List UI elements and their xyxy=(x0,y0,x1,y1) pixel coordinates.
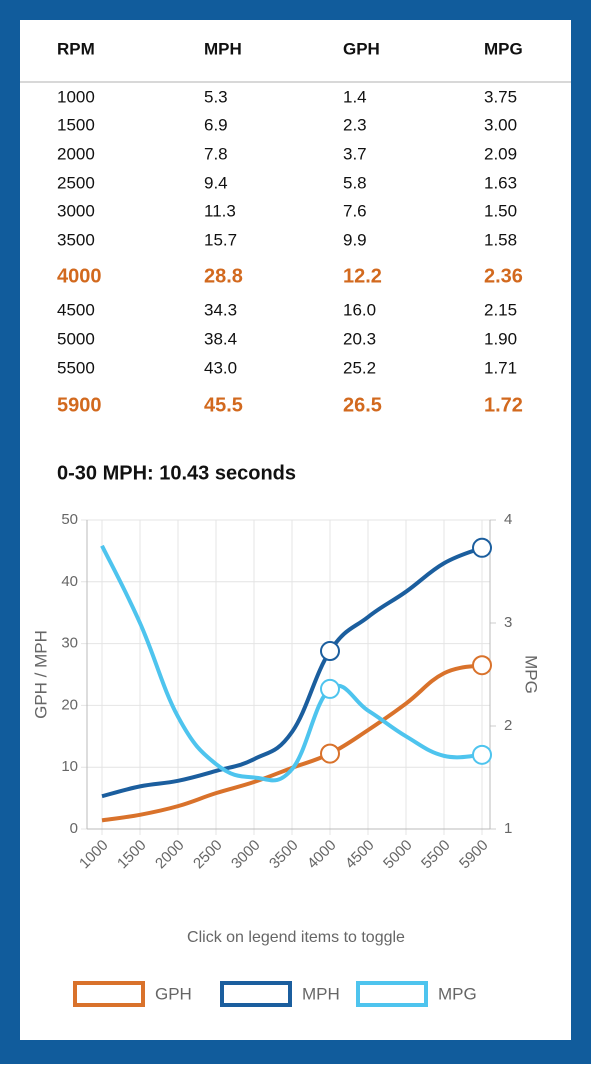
legend-label[interactable]: MPH xyxy=(302,984,340,1003)
table-cell: 9.4 xyxy=(204,173,228,192)
table-cell: 3.75 xyxy=(484,87,517,106)
chart-title: 0-30 MPH: 10.43 seconds xyxy=(57,462,296,484)
y-tick-label: 0 xyxy=(70,820,78,837)
table-cell: 2.3 xyxy=(343,115,367,134)
column-header: MPH xyxy=(204,39,242,58)
y2-tick-label: 2 xyxy=(504,717,512,734)
legend-label[interactable]: MPG xyxy=(438,984,477,1003)
table-cell: 20.3 xyxy=(343,329,376,348)
y-tick-label: 20 xyxy=(61,696,78,713)
table-cell: 43.0 xyxy=(204,358,237,377)
table-cell: 7.6 xyxy=(343,201,367,220)
y-tick-label: 40 xyxy=(61,573,78,590)
table-cell: 1.72 xyxy=(484,394,523,416)
highlight-point xyxy=(472,655,492,676)
table-cell: 12.2 xyxy=(343,265,382,287)
table-cell: 1000 xyxy=(57,87,95,106)
table-cell: 25.2 xyxy=(343,358,376,377)
table-cell: 2.09 xyxy=(484,144,517,163)
y-tick-label: 50 xyxy=(61,511,78,528)
table-cell: 2500 xyxy=(57,173,95,192)
table-cell: 38.4 xyxy=(204,329,237,348)
table-cell: 1.58 xyxy=(484,230,517,249)
table-cell: 3500 xyxy=(57,230,95,249)
legend-swatch[interactable] xyxy=(73,981,145,1007)
panel xyxy=(20,20,571,1040)
y2-tick-label: 3 xyxy=(504,614,512,631)
table-cell: 3.7 xyxy=(343,144,367,163)
legend-swatch[interactable] xyxy=(356,981,428,1007)
table-cell: 1.90 xyxy=(484,329,517,348)
highlight-point xyxy=(472,537,492,558)
table-cell: 1.71 xyxy=(484,358,517,377)
column-header: GPH xyxy=(343,39,380,58)
table-cell: 1.4 xyxy=(343,87,367,106)
y2-tick-label: 4 xyxy=(504,511,512,528)
table-cell: 9.9 xyxy=(343,230,367,249)
legend-note: Click on legend items to toggle xyxy=(187,929,405,946)
y-tick-label: 10 xyxy=(61,758,78,775)
table-cell: 7.8 xyxy=(204,144,228,163)
table-cell: 3.00 xyxy=(484,115,517,134)
table-cell: 3000 xyxy=(57,201,95,220)
highlight-point xyxy=(472,744,492,765)
y-tick-label: 30 xyxy=(61,635,78,652)
table-cell: 1.63 xyxy=(484,173,517,192)
legend-label[interactable]: GPH xyxy=(155,984,192,1003)
table-cell: 6.9 xyxy=(204,115,228,134)
table-cell: 4000 xyxy=(57,265,102,287)
y2-tick-label: 1 xyxy=(504,820,512,837)
table-cell: 1500 xyxy=(57,115,95,134)
table-cell: 2.15 xyxy=(484,300,517,319)
table-cell: 5.8 xyxy=(343,173,367,192)
table-cell: 5500 xyxy=(57,358,95,377)
table-cell: 11.3 xyxy=(204,201,236,220)
table-cell: 2.36 xyxy=(484,265,523,287)
highlight-point xyxy=(320,641,340,662)
table-cell: 2000 xyxy=(57,144,95,163)
highlight-point xyxy=(320,678,340,699)
y2-axis-label: MPG xyxy=(522,655,541,694)
table-cell: 28.8 xyxy=(204,265,243,287)
table-cell: 45.5 xyxy=(204,394,243,416)
table-cell: 5000 xyxy=(57,329,95,348)
column-header: MPG xyxy=(484,39,523,58)
table-cell: 1.50 xyxy=(484,201,517,220)
y-axis-label: GPH / MPH xyxy=(31,630,50,719)
table-cell: 5.3 xyxy=(204,87,228,106)
series-line xyxy=(100,544,483,783)
table-cell: 26.5 xyxy=(343,394,382,416)
column-header: RPM xyxy=(57,39,95,58)
series-line xyxy=(101,545,483,799)
table-cell: 34.3 xyxy=(204,300,237,319)
table-cell: 4500 xyxy=(57,300,95,319)
table-cell: 5900 xyxy=(57,394,102,416)
table-cell: 16.0 xyxy=(343,300,376,319)
highlight-point xyxy=(320,743,340,764)
table-cell: 15.7 xyxy=(204,230,237,249)
legend-swatch[interactable] xyxy=(220,981,292,1007)
